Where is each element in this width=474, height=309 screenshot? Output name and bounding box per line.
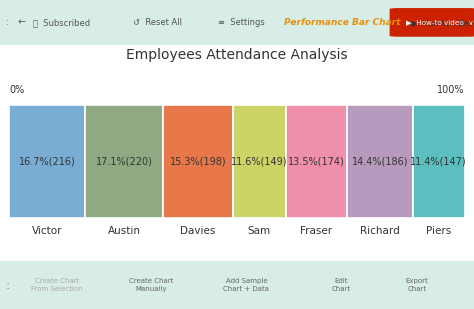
FancyBboxPatch shape: [390, 8, 474, 37]
Text: ▶  How-to video  ∨: ▶ How-to video ∨: [412, 18, 474, 27]
Text: Performance Bar Chart: Performance Bar Chart: [284, 18, 401, 27]
FancyBboxPatch shape: [85, 105, 163, 218]
Text: 13.5%(174): 13.5%(174): [288, 157, 345, 167]
Text: Sam: Sam: [248, 226, 271, 236]
FancyBboxPatch shape: [347, 105, 413, 218]
Text: Edit
Chart: Edit Chart: [332, 278, 351, 292]
Text: ▶  How-to video  ∨: ▶ How-to video ∨: [406, 19, 473, 25]
Text: 11.4%(147): 11.4%(147): [410, 157, 467, 167]
Text: Employees Attendance Analysis: Employees Attendance Analysis: [126, 48, 348, 62]
FancyBboxPatch shape: [163, 105, 233, 218]
Text: Ⓢ  Subscribed: Ⓢ Subscribed: [33, 18, 91, 27]
Text: 16.7%(216): 16.7%(216): [19, 157, 76, 167]
Text: ←: ←: [18, 17, 26, 28]
Text: ≡  Settings: ≡ Settings: [218, 18, 265, 27]
Text: Create Chart
Manually: Create Chart Manually: [129, 278, 174, 292]
Text: 15.3%(198): 15.3%(198): [170, 157, 227, 167]
Text: Export
Chart: Export Chart: [406, 278, 428, 292]
Text: 11.6%(149): 11.6%(149): [231, 157, 288, 167]
Text: 100%: 100%: [437, 85, 465, 95]
Text: :: :: [6, 17, 9, 28]
Text: 17.1%(220): 17.1%(220): [96, 157, 153, 167]
Text: 14.4%(186): 14.4%(186): [352, 157, 408, 167]
Text: Fraser: Fraser: [301, 226, 332, 236]
Text: ↺  Reset All: ↺ Reset All: [133, 18, 182, 27]
FancyBboxPatch shape: [413, 105, 465, 218]
Text: Add Sample
Chart + Data: Add Sample Chart + Data: [223, 278, 270, 292]
Text: Davies: Davies: [181, 226, 216, 236]
FancyBboxPatch shape: [286, 105, 347, 218]
Text: 0%: 0%: [9, 85, 25, 95]
Text: Richard: Richard: [360, 226, 400, 236]
Text: :: :: [6, 278, 10, 292]
Text: Piers: Piers: [426, 226, 451, 236]
FancyBboxPatch shape: [233, 105, 286, 218]
Text: Victor: Victor: [32, 226, 63, 236]
Text: Austin: Austin: [108, 226, 141, 236]
FancyBboxPatch shape: [9, 105, 85, 218]
Text: Create Chart
From Selection: Create Chart From Selection: [31, 278, 83, 292]
